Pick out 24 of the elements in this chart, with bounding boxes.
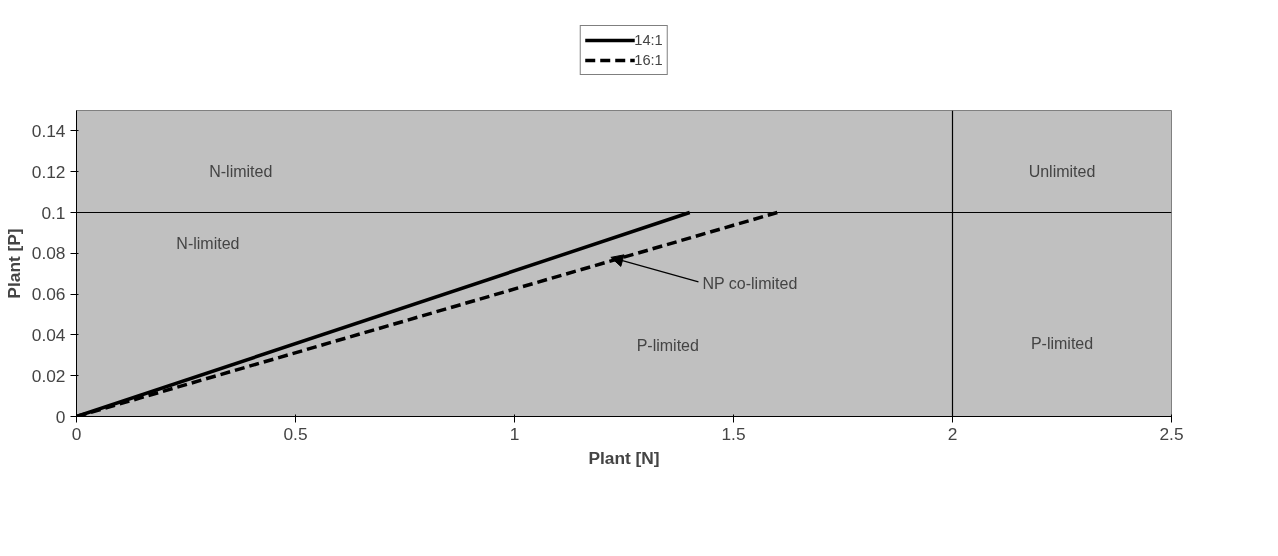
annotation: P-limited xyxy=(636,336,699,354)
x-axis-title: Plant [N] xyxy=(588,447,660,468)
x-tick-label: 2 xyxy=(947,423,958,444)
x-tick-label: 0.5 xyxy=(283,423,308,444)
y-tick-label: 0.08 xyxy=(31,243,66,264)
annotation: NP co-limited xyxy=(702,275,798,293)
y-tick-label: 0.12 xyxy=(31,161,66,182)
x-tick-label: 0 xyxy=(71,423,82,444)
y-tick-label: 0.1 xyxy=(41,202,66,223)
x-tick-label: 1.5 xyxy=(721,423,746,444)
x-tick-label: 2.5 xyxy=(1159,423,1184,444)
y-tick-label: 0.14 xyxy=(31,120,66,141)
annotation: N-limited xyxy=(209,163,273,181)
legend-label: 14:1 xyxy=(634,32,663,48)
annotation: N-limited xyxy=(176,234,240,252)
y-tick-label: 0 xyxy=(55,406,66,427)
x-tick-label: 1 xyxy=(509,423,520,444)
y-axis-title: Plant [P] xyxy=(3,228,24,299)
legend-label: 16:1 xyxy=(634,52,663,68)
annotation: Unlimited xyxy=(1028,163,1096,181)
y-tick-label: 0.06 xyxy=(31,284,66,305)
y-tick-label: 0.02 xyxy=(31,365,66,386)
y-tick-label: 0.04 xyxy=(31,324,66,345)
annotation: P-limited xyxy=(1030,334,1094,352)
